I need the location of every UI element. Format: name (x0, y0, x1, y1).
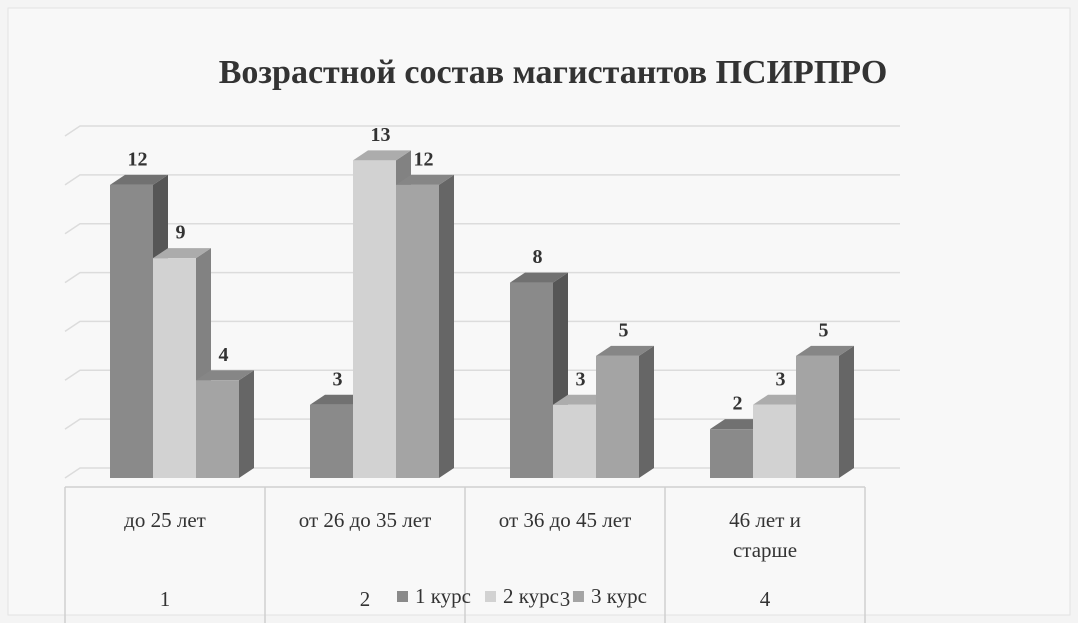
bar-front (396, 184, 439, 478)
bar-front (753, 404, 796, 478)
legend-label: 3 курс (591, 584, 647, 608)
chart-title: Возрастной состав магистантов ПСИРПРО (219, 54, 888, 91)
bar (596, 345, 654, 478)
data-label: 5 (619, 319, 629, 341)
bar-front (710, 429, 753, 478)
bar (510, 272, 568, 478)
x-tick-sublabel: 1 (160, 587, 171, 611)
legend-swatch (572, 591, 584, 602)
legend-swatch (397, 591, 408, 602)
grid-line (64, 271, 900, 284)
data-label: 12 (128, 148, 148, 170)
bar-front (553, 404, 596, 478)
bar (796, 345, 854, 478)
bar-top (153, 248, 211, 259)
grid-line (64, 125, 900, 137)
x-tick-label: до 25 лет (124, 508, 206, 532)
bar (196, 370, 254, 478)
data-label: 3 (333, 368, 343, 390)
x-tick-sublabel: 3 (560, 587, 571, 611)
data-label: 2 (733, 393, 743, 415)
data-label: 8 (533, 246, 543, 268)
bar-front (310, 404, 353, 478)
x-tick-label: от 36 до 45 лет (499, 508, 632, 532)
bar-front (110, 184, 153, 478)
bar-side (639, 345, 654, 478)
bar-top (353, 150, 411, 161)
x-tick-label: старше (733, 538, 797, 562)
data-label: 9 (176, 222, 186, 244)
bar-top (196, 370, 254, 381)
bar-top (510, 272, 568, 283)
data-label: 3 (776, 368, 786, 390)
legend-label: 2 курс (503, 584, 559, 608)
data-label: 12 (414, 148, 434, 170)
grid-line (64, 222, 900, 235)
x-tick-label: от 26 до 35 лет (299, 508, 432, 532)
x-tick-sublabel: 4 (760, 587, 771, 611)
x-tick-sublabel: 2 (360, 587, 371, 611)
bar-top (796, 345, 854, 356)
data-label: 5 (819, 319, 829, 341)
bar-top (396, 174, 454, 185)
x-tick-label: 46 лет и (729, 508, 801, 532)
grid-line (64, 174, 900, 186)
axis-table (64, 486, 866, 623)
bar (396, 174, 454, 478)
bar-side (839, 345, 854, 478)
bar-top (110, 174, 168, 185)
legend-swatch (484, 591, 496, 602)
bar-side (239, 370, 254, 478)
data-label: 13 (371, 124, 391, 146)
bar-front (353, 160, 396, 478)
bar-front (796, 355, 839, 478)
bar-top (596, 345, 654, 356)
data-label: 3 (576, 368, 586, 390)
bar-front (510, 282, 553, 478)
bar-front (153, 258, 196, 478)
bar-side (439, 174, 454, 478)
bar-front (196, 380, 239, 478)
data-label: 4 (219, 344, 229, 366)
grid-line (64, 320, 900, 333)
legend-label: 1 курс (415, 584, 471, 608)
bar-front (596, 355, 639, 478)
